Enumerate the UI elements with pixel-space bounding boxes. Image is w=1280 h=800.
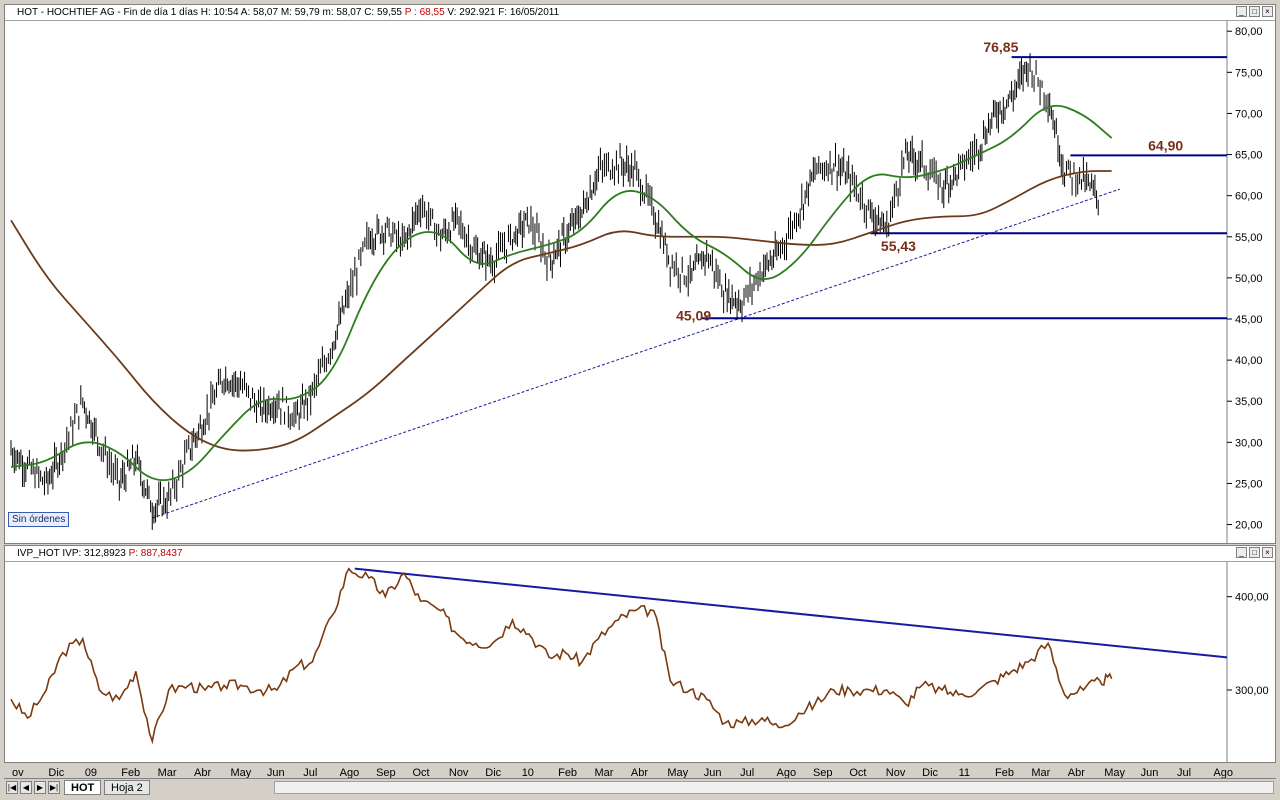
maximize-button[interactable]: □ xyxy=(1249,547,1260,558)
price-pane-window-buttons: _ □ × xyxy=(1236,6,1273,17)
tab-hoja-2[interactable]: Hoja 2 xyxy=(104,780,150,795)
close-button[interactable]: × xyxy=(1262,6,1273,17)
sheet-tab-bar: |◀ ◀ ▶ ▶| HOT Hoja 2 xyxy=(4,778,1276,797)
level-label: 55,43 xyxy=(881,238,916,254)
ivp-line xyxy=(10,567,1113,745)
level-label: 64,90 xyxy=(1148,137,1183,153)
level-label: 76,85 xyxy=(983,39,1018,55)
date-axis: ov Dic 09 Feb Mar Abr May Jun Jul Ago Sep Oct Nov Dic… xyxy=(12,767,1233,778)
maximize-button[interactable]: □ xyxy=(1249,6,1260,17)
date-tick-label: Jul xyxy=(303,767,317,778)
price-tick-label: 50,00 xyxy=(1235,273,1263,285)
ivp-header-info: IVP_HOT IVP: 312,8923 xyxy=(17,548,129,559)
date-tick-label: 10 xyxy=(522,767,534,778)
date-tick-label: Jun xyxy=(1141,767,1159,778)
date-tick-label: Dic xyxy=(922,767,938,778)
price-chart[interactable]: 80,00 75,00 70,00 65,00 60,00 55,00 50,00 45,00… xyxy=(5,21,1275,543)
date-tick-label: Nov xyxy=(449,767,469,778)
date-tick-label: Jun xyxy=(704,767,722,778)
price-header-p: P : 68,55 xyxy=(404,7,445,18)
ivp-pane-window-buttons: _ □ × xyxy=(1236,547,1273,558)
date-tick-label: Feb xyxy=(995,767,1014,778)
price-tick-label: 55,00 xyxy=(1235,232,1263,244)
date-tick-label: Ago xyxy=(777,767,797,778)
price-tick-label: 60,00 xyxy=(1235,191,1263,203)
date-tick-label: Ago xyxy=(340,767,360,778)
ivp-tick-label: 300,00 xyxy=(1235,685,1269,697)
date-tick-label: Nov xyxy=(886,767,906,778)
close-button[interactable]: × xyxy=(1262,547,1273,558)
date-tick-label: Abr xyxy=(631,767,648,778)
price-tick-label: 20,00 xyxy=(1235,520,1263,532)
price-tick-label: 65,00 xyxy=(1235,150,1263,162)
date-tick-label: Feb xyxy=(121,767,140,778)
minimize-button[interactable]: _ xyxy=(1236,547,1247,558)
price-tick-label: 75,00 xyxy=(1235,67,1263,79)
slow-moving-average-line xyxy=(10,170,1112,452)
date-tick-label: May xyxy=(667,767,688,778)
date-tick-label: Oct xyxy=(849,767,866,778)
date-tick-label: Abr xyxy=(194,767,211,778)
orders-badge[interactable]: Sin órdenes xyxy=(8,512,70,527)
price-tick-label: 80,00 xyxy=(1235,26,1263,38)
price-pane[interactable]: HOT - HOCHTIEF AG - Fin de día 1 días H:… xyxy=(4,4,1276,544)
fast-moving-average-line xyxy=(10,104,1113,482)
date-tick-label: Abr xyxy=(1068,767,1085,778)
ivp-tick-label: 400,00 xyxy=(1235,592,1269,604)
price-tick-label: 40,00 xyxy=(1235,355,1263,367)
first-sheet-button[interactable]: |◀ xyxy=(6,781,18,794)
next-sheet-button[interactable]: ▶ xyxy=(34,781,46,794)
tab-hot[interactable]: HOT xyxy=(64,780,102,795)
minimize-button[interactable]: _ xyxy=(1236,6,1247,17)
date-tick-label: Jul xyxy=(1177,767,1191,778)
date-tick-label: May xyxy=(1104,767,1125,778)
date-tick-label: Jun xyxy=(267,767,285,778)
date-tick-label: Jul xyxy=(740,767,754,778)
date-tick-label: Mar xyxy=(595,767,614,778)
ivp-pane-header: IVP_HOT IVP: 312,8923 P: 887,8437 _ □ × xyxy=(5,546,1275,562)
horizontal-scrollbar[interactable] xyxy=(274,781,1274,794)
date-tick-label: May xyxy=(230,767,251,778)
date-tick-label: Sep xyxy=(813,767,833,778)
price-tick-label: 25,00 xyxy=(1235,478,1263,490)
ivp-chart[interactable]: 400,00 300,00 xyxy=(5,562,1275,762)
date-tick-label: ov xyxy=(12,767,24,778)
date-tick-label: Sep xyxy=(376,767,396,778)
price-pane-header: HOT - HOCHTIEF AG - Fin de día 1 días H:… xyxy=(5,5,1275,21)
prev-sheet-button[interactable]: ◀ xyxy=(20,781,32,794)
date-tick-label: Mar xyxy=(1031,767,1050,778)
last-sheet-button[interactable]: ▶| xyxy=(48,781,60,794)
date-tick-label: 09 xyxy=(85,767,97,778)
date-tick-label: Mar xyxy=(158,767,177,778)
level-label: 45,09 xyxy=(676,307,711,323)
price-tick-label: 30,00 xyxy=(1235,437,1263,449)
date-tick-label: Dic xyxy=(485,767,501,778)
date-tick-label: Feb xyxy=(558,767,577,778)
date-tick-label: 11 xyxy=(959,767,970,778)
price-tick-label: 70,00 xyxy=(1235,108,1263,120)
price-tick-label: 45,00 xyxy=(1235,314,1263,326)
date-tick-label: Oct xyxy=(412,767,429,778)
ivp-pane[interactable]: IVP_HOT IVP: 312,8923 P: 887,8437 _ □ × … xyxy=(4,545,1276,763)
price-header-volume-date: V: 292.921 F: 16/05/2011 xyxy=(444,7,560,18)
support-trendline xyxy=(152,188,1121,519)
ivp-header-p: P: 887,8437 xyxy=(128,548,183,559)
date-tick-label: Dic xyxy=(48,767,64,778)
price-bars xyxy=(10,53,1099,530)
ivp-trendline xyxy=(354,567,1228,659)
price-tick-label: 35,00 xyxy=(1235,396,1263,408)
price-header-info: HOT - HOCHTIEF AG - Fin de día 1 días H:… xyxy=(17,7,405,18)
date-tick-label: Ago xyxy=(1213,767,1233,778)
